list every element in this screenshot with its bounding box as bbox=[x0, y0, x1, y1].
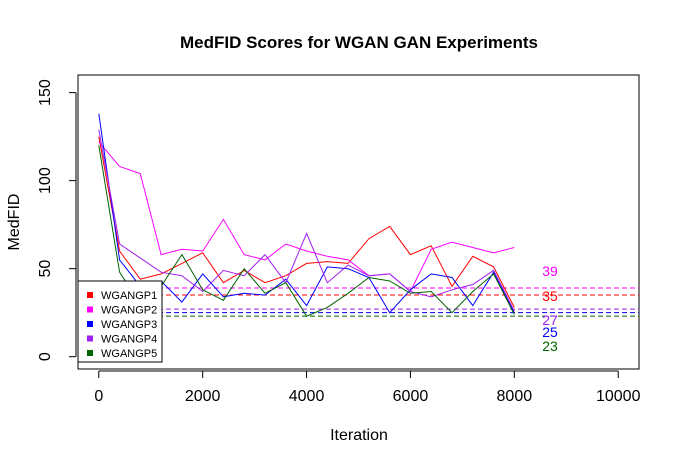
series-line bbox=[98, 129, 515, 312]
best-score-label: 39 bbox=[542, 263, 558, 279]
x-axis-label: Iteration bbox=[330, 427, 388, 444]
chart-title: MedFID Scores for WGAN GAN Experiments bbox=[180, 33, 538, 52]
legend-swatch bbox=[87, 292, 93, 298]
best-score-label: 27 bbox=[542, 312, 558, 328]
legend-swatch bbox=[87, 306, 93, 313]
legend-swatch bbox=[87, 321, 93, 327]
x-axis: 0 2000 4000 6000 8000 10000 bbox=[94, 370, 641, 405]
legend-label: WGANGP2 bbox=[101, 305, 157, 317]
legend-label: WGANGP4 bbox=[101, 334, 157, 346]
series-line bbox=[98, 113, 515, 314]
y-tick-label: 150 bbox=[37, 79, 54, 106]
legend-label: WGANGP1 bbox=[101, 290, 157, 302]
best-score-label: 35 bbox=[542, 288, 558, 304]
x-tick-label: 8000 bbox=[497, 388, 533, 405]
legend-swatch bbox=[87, 350, 93, 356]
y-tick-label: 50 bbox=[37, 260, 54, 278]
x-tick-label: 4000 bbox=[289, 388, 325, 405]
x-tick-label: 6000 bbox=[393, 388, 429, 405]
series-line bbox=[98, 141, 515, 293]
legend-label: WGANGP5 bbox=[101, 348, 157, 360]
x-tick-label: 2000 bbox=[185, 388, 221, 405]
plot-area-border bbox=[77, 74, 640, 370]
legend: WGANGP1 WGANGP2 WGANGP3 WGANGP4 WGANGP5 bbox=[77, 280, 163, 363]
legend-swatch bbox=[87, 335, 93, 342]
best-score-reference-lines bbox=[78, 287, 639, 317]
y-axis-label: MedFID bbox=[6, 194, 23, 251]
series-line bbox=[98, 145, 515, 317]
legend-label: WGANGP3 bbox=[101, 319, 157, 331]
x-tick-label: 0 bbox=[94, 388, 103, 405]
series-line bbox=[98, 136, 515, 308]
best-score-label: 25 bbox=[542, 324, 558, 340]
y-tick-label: 0 bbox=[37, 352, 54, 361]
x-tick-label: 10000 bbox=[596, 388, 641, 405]
best-score-label: 23 bbox=[542, 338, 558, 354]
y-tick-label: 100 bbox=[37, 167, 54, 194]
y-axis: 0 50 100 150 bbox=[37, 79, 77, 361]
series-lines bbox=[98, 113, 515, 317]
